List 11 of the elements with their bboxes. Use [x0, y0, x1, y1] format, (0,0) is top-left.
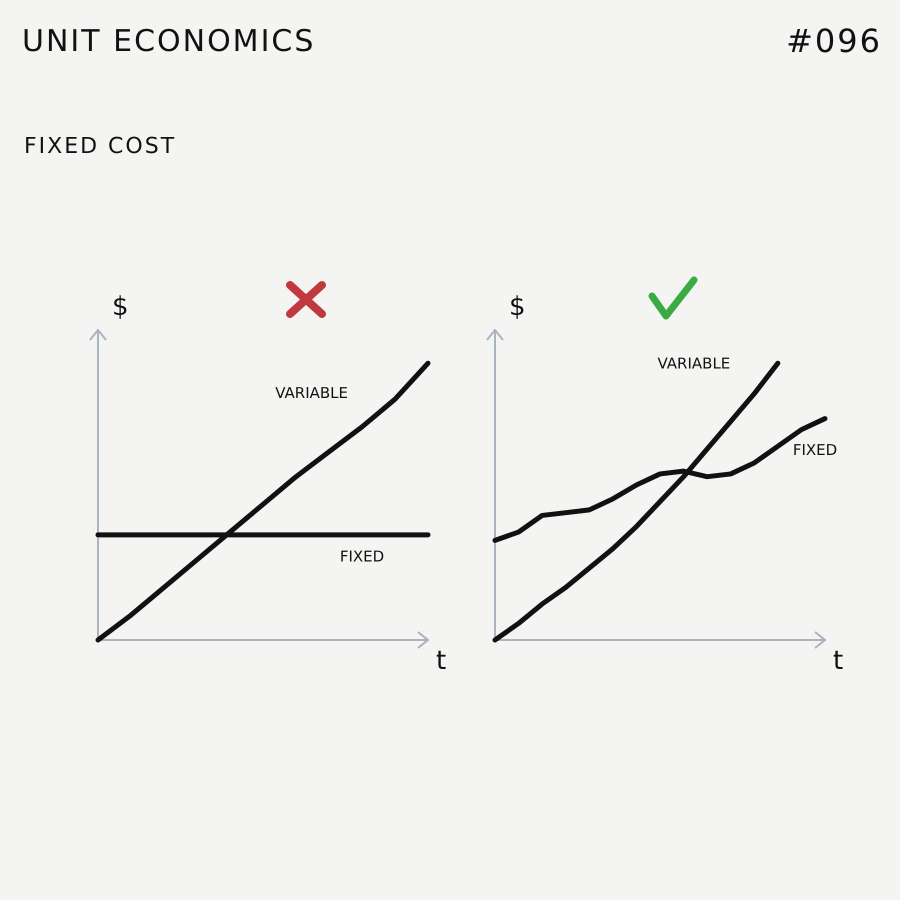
text: #096: [786, 22, 882, 60]
chart-subtitle: FIXED COST: [24, 134, 176, 159]
series-label: FIXED: [340, 547, 384, 566]
series-label: FIXED: [792, 441, 838, 460]
y-axis-title: $: [112, 292, 129, 322]
x-axis-title: t: [833, 646, 844, 676]
y-axis-title: $: [509, 292, 526, 322]
chart-title: UNIT ECONOMICS: [22, 24, 316, 59]
series-label: VARIABLE: [275, 384, 348, 402]
x-axis-title: t: [436, 646, 446, 676]
text: VARIABLE: [657, 354, 730, 373]
